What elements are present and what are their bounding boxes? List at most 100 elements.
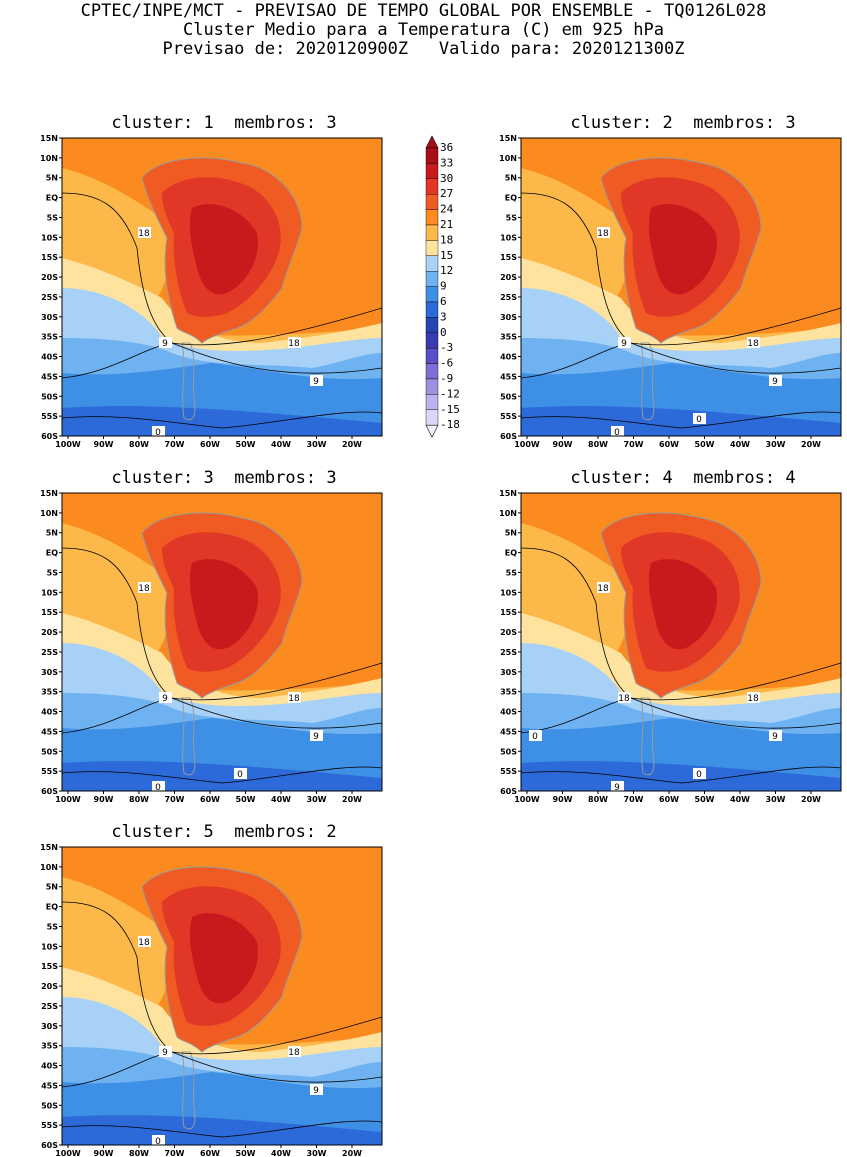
contour-label-bg [234,768,247,779]
legend-label: 36 [440,141,453,154]
lat-tick-label: EQ [505,549,517,558]
lat-tick-label: 10S [41,588,58,597]
contour-label: 0 [155,428,161,438]
map-panel-cluster-4: 18 18 18 9 9 0 0 15N 10N 5N EQ 5S 10S 15S 20S 25S 30S 35S… [499,489,842,804]
legend-label: 3 [440,310,447,323]
lon-tick-label: 70W [624,440,644,449]
contour-label: 9 [313,1086,319,1096]
legend-swatch [425,255,439,272]
panel-title-1: cluster: 1 membros: 3 [111,113,337,133]
contour-18 [62,192,382,346]
continent-hottest-region [648,559,717,650]
contour-label-bg [769,375,782,386]
legend-swatch [425,286,439,303]
contour-0 [62,1120,382,1138]
legend-label: 15 [440,249,453,262]
lat-tick-label: 20S [41,273,58,282]
contour-label: 9 [313,377,319,387]
map-frame [61,137,383,437]
lat-tick-label: 15S [500,253,517,262]
lat-tick-label: 10N [499,509,517,518]
lon-tick-label: 30W [307,1149,327,1157]
legend-label: -12 [440,387,460,400]
contour-label: 18 [288,1048,300,1058]
map-panel-cluster-2: 18 18 9 9 0 0 15N 10N 5N EQ 5S 10S 15S 20S 25S 30S 35S 40… [499,134,842,449]
legend-swatch [425,347,439,364]
contour-label: 0 [696,415,702,425]
lat-tick-label: 60S [500,787,517,796]
lat-tick-label: 5S [47,568,59,577]
legend-label: -6 [440,357,453,370]
contour-9 [62,1051,382,1088]
legend-swatch [425,147,439,164]
lon-tick-label: 30W [307,795,327,804]
panel-title-4: cluster: 4 membros: 4 [570,468,796,488]
lon-tick-label: 70W [624,795,644,804]
lon-tick-label: 20W [801,795,821,804]
lon-tick-label: 30W [766,795,786,804]
lat-tick-label: 45S [41,727,58,736]
legend-label: 9 [440,280,447,293]
contour-label: 9 [614,783,620,793]
lat-tick-label: 5S [506,213,518,222]
contour-label-bg [597,227,610,238]
contour-label-bg [747,692,760,703]
legend-swatch [425,301,439,318]
lon-tick-label: 90W [553,440,573,449]
map-panel-cluster-5: 18 18 9 9 0 15N 10N 5N EQ 5S 10S 15S 20S 25S 30S 35S 40S… [40,843,383,1157]
contour-label-bg [618,692,631,703]
legend-label: 30 [440,172,453,185]
lat-tick-label: 5S [47,213,59,222]
contour-label: 0 [696,770,702,780]
lat-tick-label: 10N [40,863,58,872]
lat-tick-label: 35S [41,1042,58,1051]
lon-tick-label: 70W [165,795,185,804]
contour-label-bg [159,1046,172,1057]
lat-tick-label: 10N [499,154,517,163]
contour-label-bg [747,337,760,348]
lat-tick-label: 5N [46,174,58,183]
contour-label: 18 [618,694,630,704]
contour-label-bg [152,781,165,791]
contour-label: 0 [237,770,243,780]
contour-9 [62,342,382,379]
contour-label-bg [159,337,172,348]
lon-tick-label: 40W [271,1149,291,1157]
contour-label: 18 [138,584,150,594]
contour-label: 18 [138,938,150,948]
lat-tick-label: 40S [500,708,517,717]
lat-tick-label: 40S [500,353,517,362]
lat-tick-label: 30S [500,668,517,677]
lon-tick-label: 50W [236,1149,256,1157]
legend-swatch [425,194,439,210]
contour-label-bg [597,582,610,593]
lon-tick-label: 90W [94,795,114,804]
coastline [600,157,762,344]
legend-swatch [425,332,439,349]
header-line-2: Cluster Medio para a Temperatura (C) em … [182,20,665,40]
lon-tick-label: 100W [55,795,81,804]
lat-tick-label: 55S [41,1121,58,1130]
legend-label: -18 [440,418,460,431]
lat-tick-label: 40S [41,1062,58,1071]
lat-tick-label: 30S [41,668,58,677]
lon-tick-label: 40W [730,795,750,804]
lat-tick-label: 10S [41,233,58,242]
header-line-1: CPTEC/INPE/MCT - PREVISAO DE TEMPO GLOBA… [80,1,767,21]
coastline-south [181,1051,196,1130]
lon-tick-label: 20W [342,1149,362,1157]
lat-tick-label: 60S [41,787,58,796]
coastline [141,157,303,344]
lat-tick-label: 35S [41,333,58,342]
lat-tick-label: 15N [40,134,58,143]
temperature-band [62,406,382,436]
lat-tick-label: 20S [41,628,58,637]
contour-label-bg [288,337,301,348]
contour-9 [521,342,841,379]
lat-tick-label: 10S [500,233,517,242]
lat-tick-label: 40S [41,353,58,362]
legend-swatch [425,240,439,257]
legend-label: -3 [440,341,453,354]
contour-label-bg [310,730,323,741]
lat-tick-label: 5N [46,529,58,538]
